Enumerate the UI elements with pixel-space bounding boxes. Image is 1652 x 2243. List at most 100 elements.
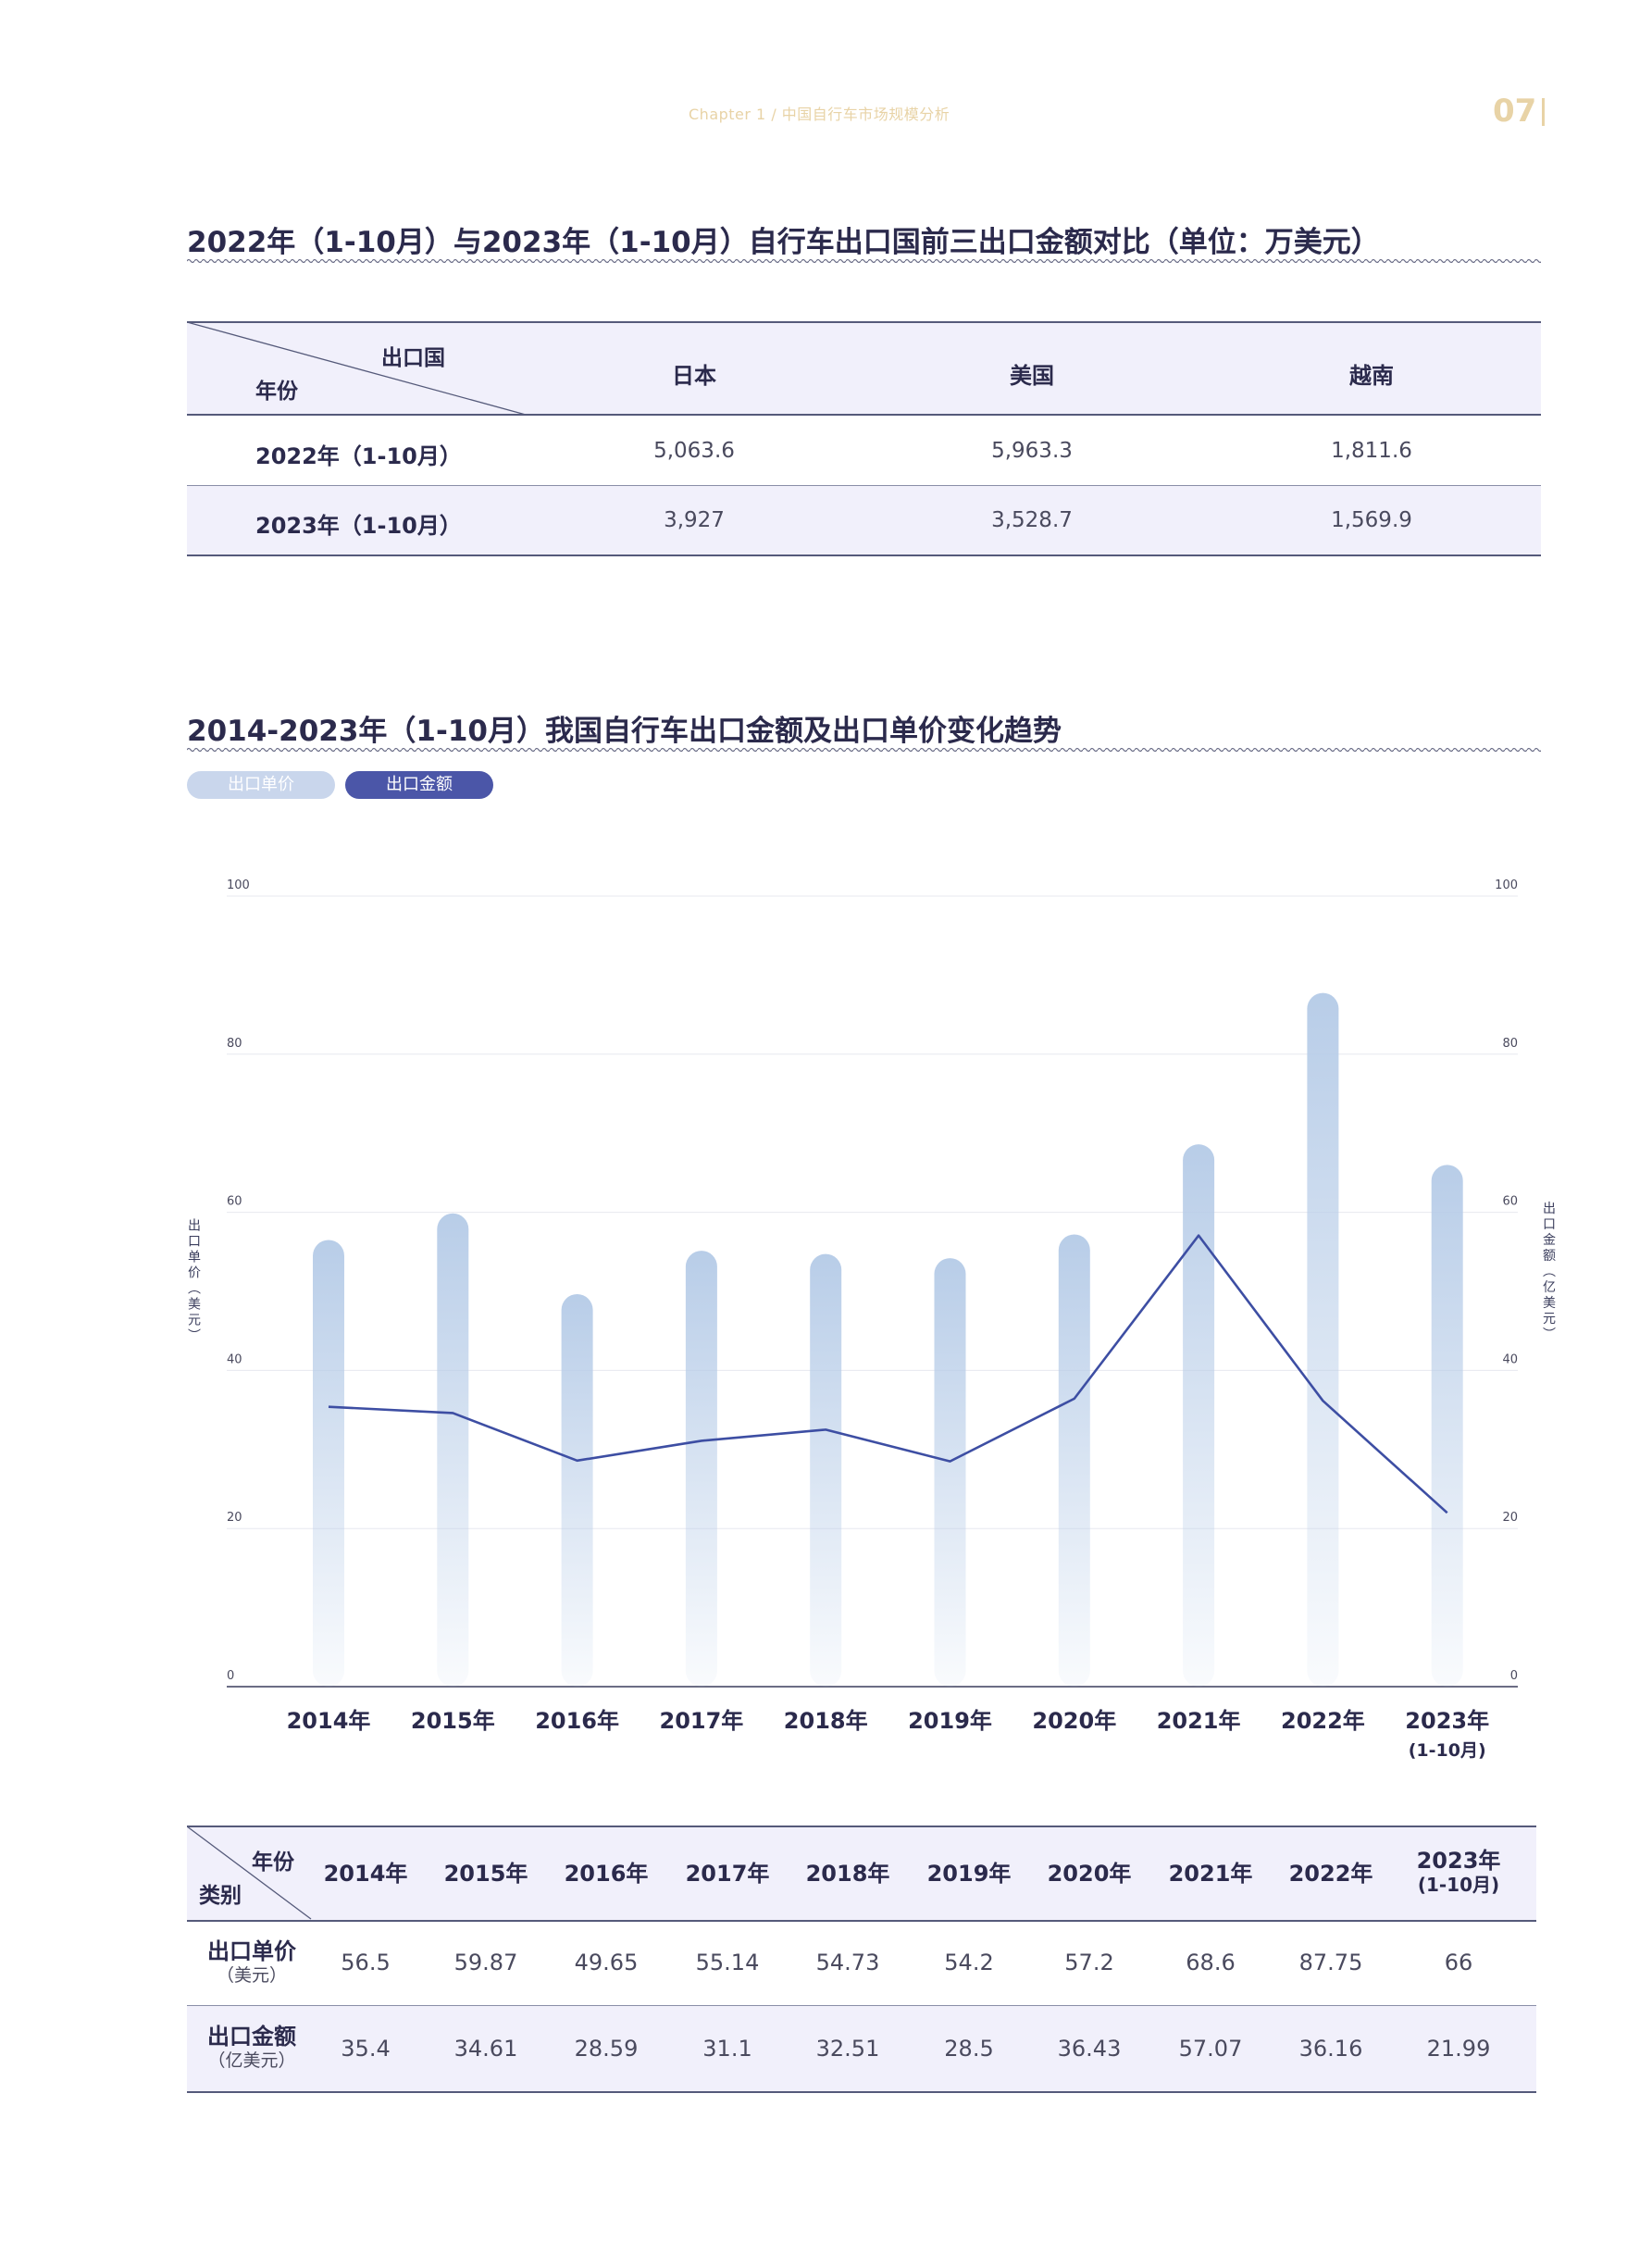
table2-cell: 59.87 — [453, 1950, 518, 1975]
chart-title: 2014-2023年（1-10月）我国自行车出口金额及出口单价变化趋势 — [187, 715, 1062, 748]
x-tick-label: 2017年 — [660, 1708, 744, 1734]
table2-cell: 28.59 — [574, 2035, 639, 2062]
bar-unit-price — [810, 1253, 842, 1687]
bar-unit-price — [313, 1240, 344, 1687]
table1-cell: 3,528.7 — [991, 508, 1073, 532]
bar-unit-price — [1431, 1165, 1463, 1687]
table1-bottom-rule — [187, 555, 1541, 556]
page-number-divider — [1542, 98, 1545, 126]
table2-row-unit: （美元） — [216, 1964, 287, 1986]
table2-row-rule — [187, 2005, 1536, 2006]
table1-header-row — [187, 322, 1541, 415]
table2-col-header: 2018年 — [788, 1861, 908, 1888]
table2-col-year: 2019年 — [926, 1861, 1012, 1887]
x-tick-label: 2016年 — [535, 1708, 619, 1734]
table2-cell: 34.61 — [453, 2035, 518, 2062]
table2-row-title: 出口单价 — [207, 1938, 296, 1964]
table2-cell: 68.6 — [1186, 1950, 1236, 1975]
table2-col-year: 2018年 — [805, 1861, 890, 1887]
table2-col-header: 2014年 — [305, 1861, 426, 1888]
table2-row-label: 出口单价 （美元） — [196, 1938, 307, 1987]
table2-row-shade — [187, 2006, 1536, 2092]
table2-cell: 32.51 — [815, 2035, 880, 2062]
bar-unit-price — [561, 1293, 593, 1687]
table2-cell: 56.5 — [341, 1950, 391, 1975]
table2-row-label: 出口金额 （亿美元） — [196, 2024, 307, 2072]
y-tick-label-left: 40 — [227, 1352, 242, 1366]
y-tick-label-left: 100 — [227, 879, 250, 892]
legend-unit-price: 出口单价 — [187, 771, 335, 799]
table2-col-year: 2014年 — [323, 1861, 408, 1887]
legend-export-amount: 出口金额 — [345, 771, 493, 799]
table1-col-header: 日本 — [672, 363, 716, 389]
y-tick-label-right: 100 — [1495, 879, 1518, 892]
table2-col-header: 2019年 — [909, 1861, 1029, 1888]
x-tick-label: 2023年 — [1405, 1708, 1489, 1734]
table1-col-header: 越南 — [1349, 363, 1394, 389]
table2-cell: 21.99 — [1426, 2035, 1491, 2062]
y-axis-label-left: 出口单价︵美元︶ — [188, 1219, 201, 1344]
x-tick-label: 2015年 — [411, 1708, 495, 1734]
table2-row-title: 出口金额 — [207, 2024, 296, 2050]
table2-col-header: 2017年 — [667, 1861, 788, 1888]
table2-corner-row-label: 类别 — [199, 1884, 242, 1908]
table2-cell: 36.16 — [1298, 2035, 1363, 2062]
table1-cell: 3,927 — [664, 508, 725, 532]
bar-unit-price — [1307, 992, 1339, 1687]
table1-title: 2022年（1-10月）与2023年（1-10月）自行车出口国前三出口金额对比（… — [187, 226, 1380, 259]
table2-col-subrange: (1-10月) — [1417, 1873, 1500, 1896]
chapter-breadcrumb: Chapter 1 / 中国自行车市场规模分析 — [689, 106, 950, 123]
table2-row-unit: （亿美元） — [207, 2050, 296, 2071]
x-tick-label: 2022年 — [1281, 1708, 1365, 1734]
page-number: 07 — [1493, 93, 1537, 130]
y-tick-label-right: 20 — [1502, 1511, 1518, 1525]
x-tick-label: 2020年 — [1032, 1708, 1116, 1734]
table2-col-year: 2017年 — [685, 1861, 770, 1887]
table2-bottom-rule — [187, 2091, 1536, 2093]
x-tick-label: 2021年 — [1157, 1708, 1241, 1734]
table2-cell: 66 — [1444, 1950, 1473, 1975]
table2-col-header: 2023年 (1-10月) — [1398, 1848, 1519, 1896]
bar-unit-price — [934, 1258, 966, 1687]
table1-top-rule — [187, 321, 1541, 323]
x-tick-label: 2018年 — [784, 1708, 868, 1734]
table2-col-header: 2021年 — [1150, 1861, 1271, 1888]
table2-corner-col-label: 年份 — [252, 1850, 294, 1875]
x-tick-sublabel: (1-10月) — [1409, 1740, 1486, 1761]
table2-col-header: 2015年 — [426, 1861, 546, 1888]
table1-cell: 1,569.9 — [1331, 508, 1412, 532]
table2-top-rule — [187, 1826, 1536, 1827]
table2-header-row — [187, 1826, 1536, 1921]
table1-corner-diagonal — [187, 322, 527, 416]
chart-canvas: 0 0 20 20 40 40 60 60 80 80 100 100 出口单价︵美元︶ 出口金额︵亿美元… — [188, 879, 1556, 1761]
bar-unit-price — [1183, 1144, 1215, 1687]
table1-cell: 5,963.3 — [991, 439, 1073, 463]
y-tick-label-right: 0 — [1510, 1669, 1518, 1683]
table1-row-rule — [187, 485, 1541, 486]
title-wavy-underline — [187, 257, 1541, 265]
table2-col-year: 2020年 — [1047, 1861, 1132, 1887]
table2-cell: 54.73 — [815, 1950, 880, 1975]
bar-unit-price — [685, 1251, 717, 1687]
title-wavy-underline — [187, 746, 1541, 754]
table1-cell: 5,063.6 — [653, 439, 735, 463]
line-export-amount — [328, 1234, 1448, 1514]
y-tick-label-right: 40 — [1502, 1352, 1518, 1366]
table1-corner-row-label: 年份 — [255, 380, 298, 404]
y-tick-label-left: 20 — [227, 1511, 242, 1525]
table2-header-rule — [187, 1920, 1536, 1922]
table1-row-label: 2022年（1-10月） — [255, 443, 462, 469]
y-tick-label-right: 80 — [1502, 1037, 1518, 1051]
table2-cell: 57.07 — [1178, 2035, 1243, 2062]
table2-col-year: 2021年 — [1168, 1861, 1253, 1887]
table2-corner-diagonal — [187, 1826, 312, 1920]
table2-cell: 54.2 — [944, 1950, 994, 1975]
y-tick-label-right: 60 — [1502, 1195, 1518, 1209]
table2-cell: 87.75 — [1298, 1950, 1363, 1975]
table2-col-header: 2016年 — [546, 1861, 666, 1888]
x-tick-label: 2014年 — [287, 1708, 371, 1734]
table2-col-year: 2022年 — [1288, 1861, 1373, 1887]
table1-col-header: 美国 — [1010, 363, 1054, 389]
table2-cell: 28.5 — [944, 2035, 994, 2062]
table1-row-shade — [187, 486, 1541, 555]
